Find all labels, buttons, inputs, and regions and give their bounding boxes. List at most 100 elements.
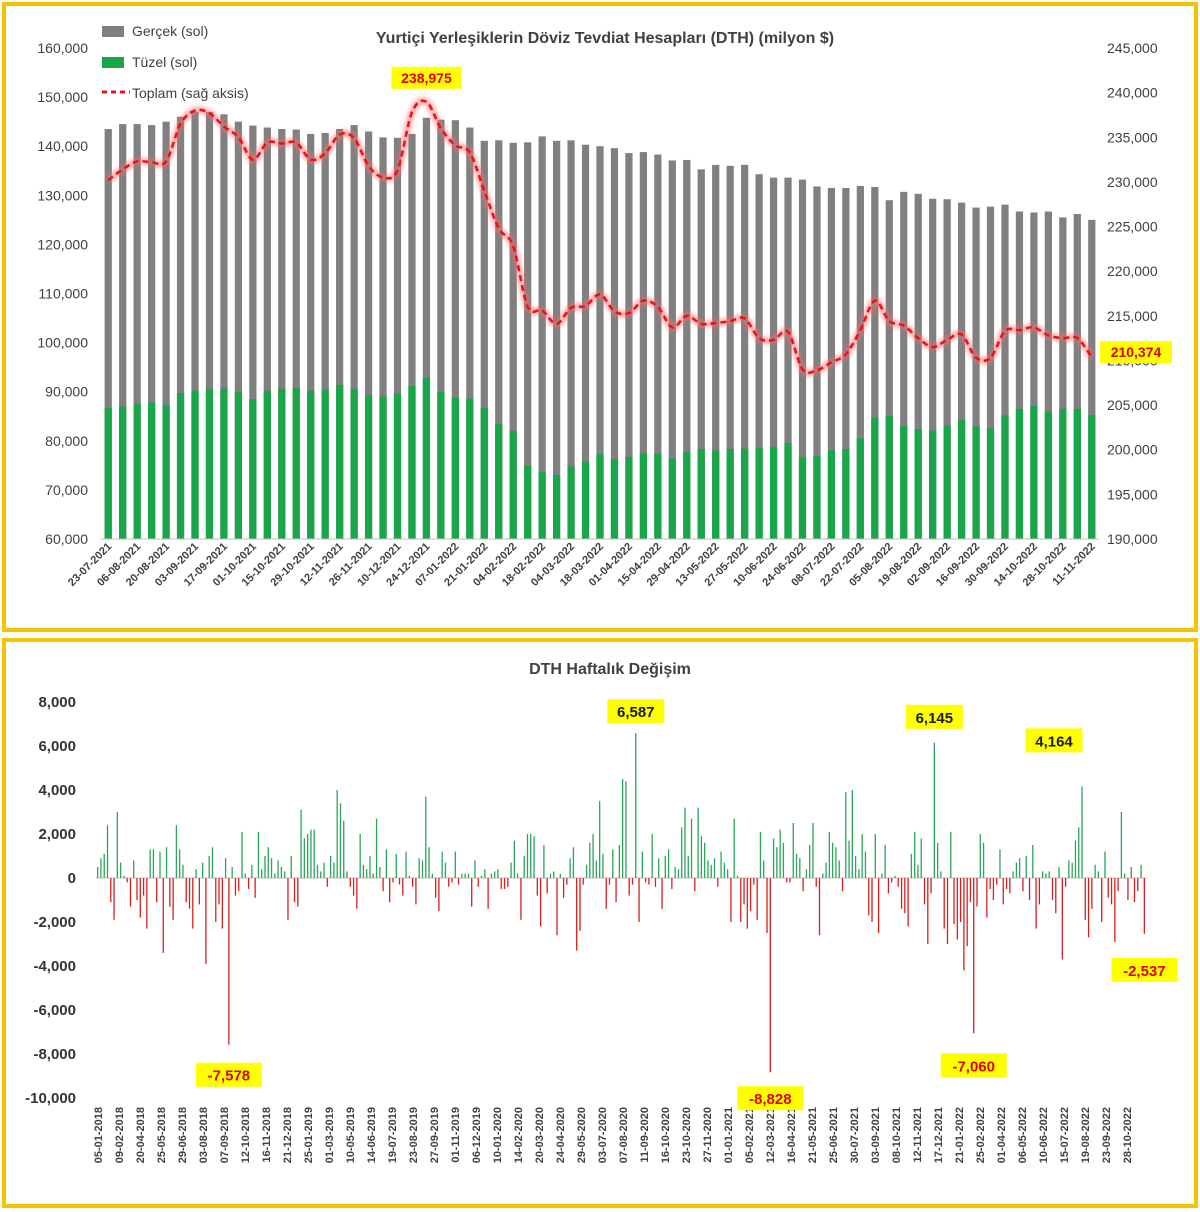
x-tick-label: 14-02-2020 — [513, 1107, 525, 1163]
bar-gercek — [929, 198, 937, 539]
x-tick-label: 10-01-2020 — [492, 1107, 504, 1163]
bar-gercek — [625, 153, 633, 539]
bar-tuzel — [466, 398, 474, 539]
y-right-tick-label: 240,000 — [1107, 85, 1158, 101]
bar-tuzel — [755, 448, 763, 539]
bar-gercek — [133, 124, 141, 539]
bar-tuzel — [784, 442, 792, 539]
bar-gercek — [538, 136, 546, 539]
y-right-tick-label: 245,000 — [1107, 40, 1158, 56]
x-tick-label: 07-08-2020 — [618, 1107, 630, 1163]
x-tick-label: 01-01-2021 — [723, 1107, 735, 1163]
y-right-tick-label: 215,000 — [1107, 308, 1158, 324]
callout-label-last: 210,374 — [1111, 344, 1162, 360]
bar-gercek — [104, 129, 112, 539]
bar-tuzel — [842, 449, 850, 539]
bar-tuzel — [220, 388, 228, 539]
bar-gercek — [813, 186, 821, 539]
x-tick-label: 25-02-2022 — [975, 1107, 987, 1163]
bar-gercek — [292, 129, 300, 540]
bar-gercek — [437, 119, 445, 539]
bar-tuzel — [567, 466, 575, 539]
bar-gercek — [278, 129, 286, 539]
bar-tuzel — [364, 395, 373, 539]
x-tick-label: 12-11-2021 — [912, 1107, 924, 1163]
bar-gercek — [148, 125, 156, 539]
x-tick-label: 01-03-2019 — [324, 1107, 336, 1163]
x-tick-label: 17-12-2021 — [933, 1107, 945, 1163]
x-tick-label: 20-04-2018 — [135, 1107, 147, 1163]
y-left-tick-label: 150,000 — [37, 89, 88, 105]
bar-gercek — [741, 164, 749, 539]
y-tick-label: 2,000 — [38, 826, 76, 843]
bar-gercek — [697, 169, 705, 540]
callout-label: 6,145 — [916, 710, 954, 727]
bar-gercek — [321, 132, 329, 539]
annotation-group: 238,975 210,374 — [391, 66, 1172, 364]
bar-gercek — [581, 144, 590, 540]
bar-tuzel — [162, 405, 170, 539]
x-tick-label: 25-06-2021 — [828, 1107, 840, 1163]
callout-box — [391, 66, 462, 89]
bar-tuzel — [336, 384, 344, 539]
bar-tuzel — [1059, 408, 1067, 539]
callout-box — [940, 1053, 1007, 1078]
bar-gercek — [307, 133, 315, 540]
bar-tuzel — [307, 390, 315, 539]
bar-tuzel — [813, 456, 821, 539]
bar-tuzel — [191, 390, 199, 539]
bar-gercek — [379, 137, 387, 539]
x-tick-label: 01-04-2022 — [996, 1107, 1008, 1163]
y-right-tick-label: 195,000 — [1107, 486, 1158, 502]
bar-gercek — [610, 148, 619, 539]
legend-label-tuzel: Tüzel (sol) — [132, 54, 197, 70]
x-tick-label: 12-10-2018 — [240, 1107, 252, 1163]
bar-gercek — [900, 191, 908, 539]
bar-gercek — [871, 186, 879, 539]
bar-gercek — [596, 146, 604, 539]
annotation-group: -7,578 6,587 -8,828 6,145 -7,060 4,164 -2,537 — [195, 699, 1178, 1111]
callout-label: -7,060 — [952, 1058, 995, 1075]
toplam-line-group — [106, 97, 1095, 377]
x-tick-label: 23-09-2022 — [1101, 1107, 1113, 1163]
bar-tuzel — [986, 428, 995, 539]
bar-tuzel — [321, 389, 329, 539]
y-left-tick-label: 130,000 — [37, 187, 88, 203]
bar-tuzel — [972, 426, 980, 539]
bar-gercek — [943, 199, 951, 539]
x-tick-label: 07-09-2018 — [219, 1107, 231, 1163]
y-tick-label: -4,000 — [33, 958, 76, 975]
y-left-tick-label: 90,000 — [45, 384, 88, 400]
bar-gercek — [1015, 211, 1024, 540]
x-tick-label: 19-07-2019 — [387, 1107, 399, 1163]
bar-tuzel — [683, 451, 691, 539]
x-tick-label: 11-09-2020 — [639, 1107, 651, 1163]
bar-gercek — [191, 111, 199, 539]
bar-tuzel — [133, 403, 141, 539]
x-tick-label: 21-05-2021 — [807, 1107, 819, 1163]
bar-tuzel — [798, 457, 807, 539]
x-tick-label: 16-10-2020 — [660, 1107, 672, 1163]
bar-gercek — [364, 131, 373, 539]
callout-box — [1025, 728, 1083, 753]
x-tick-label: 05-01-2018 — [93, 1107, 105, 1163]
bar-tuzel — [379, 396, 387, 539]
x-tick-label: 25-01-2019 — [303, 1107, 315, 1163]
callout-label: -7,578 — [208, 1068, 251, 1085]
x-tick-label: 12-03-2021 — [765, 1107, 777, 1163]
y-tick-label: 8,000 — [38, 694, 76, 711]
x-tick-label: 10-05-2019 — [345, 1107, 357, 1163]
x-tick-label: 29-06-2018 — [177, 1107, 189, 1163]
y-right-tick-label: 200,000 — [1107, 442, 1158, 458]
x-tick-label: 16-04-2021 — [786, 1107, 798, 1163]
bar-tuzel — [697, 449, 705, 539]
bar-tuzel — [437, 391, 445, 539]
bar-tuzel — [885, 415, 893, 539]
y-right-tick-label: 230,000 — [1107, 174, 1158, 190]
bar-gercek — [668, 160, 676, 539]
bar-tuzel — [422, 377, 431, 539]
bar-gercek — [350, 125, 358, 539]
x-tick-label: 24-04-2020 — [555, 1107, 567, 1163]
y-tick-label: -10,000 — [25, 1090, 76, 1107]
dth-weekly-change-chart: DTH Haftalık Değişim -10,000 -8,000 -6,000… — [25, 661, 1178, 1163]
